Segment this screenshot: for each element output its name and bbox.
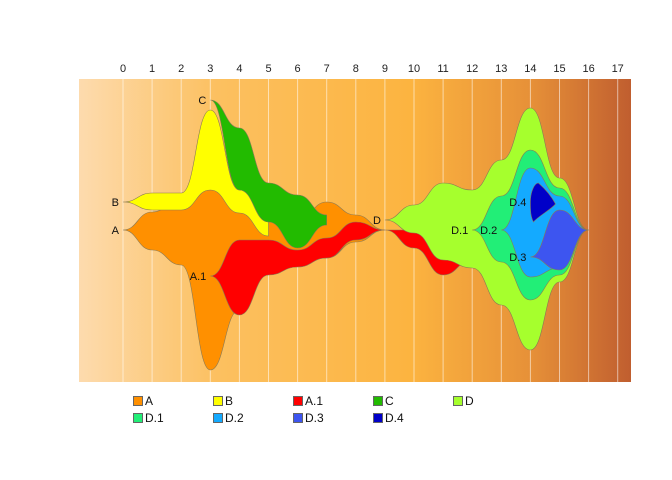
- legend-label: A: [145, 393, 154, 408]
- clone-labels: A B A.1 C D D.1 D.2 D.3 D.4: [112, 95, 527, 283]
- legend-swatch: [293, 412, 303, 423]
- x-tick-label: 6: [295, 63, 301, 75]
- x-tick-label: 7: [324, 63, 330, 75]
- x-tick-label: 13: [495, 63, 507, 75]
- legend-label: D.2: [225, 410, 244, 425]
- legend-swatch: [293, 395, 303, 406]
- x-tick-label: 8: [353, 63, 359, 75]
- x-tick-label: 17: [612, 63, 624, 75]
- legend-item: D.3: [293, 410, 373, 425]
- legend-swatch: [373, 395, 383, 406]
- legend-item: A: [133, 393, 213, 408]
- clone-label: C: [198, 95, 206, 107]
- legend-label: C: [385, 393, 394, 408]
- x-tick-label: 12: [466, 63, 478, 75]
- legend-item: D.2: [213, 410, 293, 425]
- x-tick-label: 1: [149, 63, 155, 75]
- clone-label: D.3: [509, 252, 526, 264]
- clone-label: D.1: [451, 225, 468, 237]
- x-axis-tick-labels: 0 1 2 3 4 5 6 7 8 9 10 11 12 13 14 15 16 17: [120, 63, 624, 75]
- legend-item: C: [373, 393, 453, 408]
- legend: A B A.1 C D D.1 D.2 D.3 D.4: [133, 393, 553, 425]
- legend-swatch: [373, 412, 383, 423]
- clone-label: D: [373, 215, 381, 227]
- clone-label: A.1: [190, 271, 207, 283]
- legend-label: D.4: [385, 410, 404, 425]
- legend-swatch: [453, 395, 463, 406]
- legend-swatch: [213, 412, 223, 423]
- legend-label: D.1: [145, 410, 164, 425]
- clone-label: D.2: [480, 225, 497, 237]
- clone-label: B: [112, 197, 119, 209]
- clone-label: D.4: [509, 197, 526, 209]
- legend-item: B: [213, 393, 293, 408]
- stream-d-4: [530, 182, 556, 223]
- clone-streams: [122, 99, 589, 371]
- legend-item: D.1: [133, 410, 213, 425]
- legend-item: A.1: [293, 393, 373, 408]
- legend-label: A.1: [305, 393, 324, 408]
- stream-d-3: [530, 209, 589, 271]
- clone-label: A: [112, 225, 120, 237]
- x-tick-label: 16: [582, 63, 594, 75]
- x-tick-label: 2: [178, 63, 184, 75]
- x-tick-label: 0: [120, 63, 126, 75]
- legend-swatch: [133, 412, 143, 423]
- legend-swatch: [133, 395, 143, 406]
- x-tick-label: 14: [524, 63, 536, 75]
- legend-swatch: [213, 395, 223, 406]
- x-tick-label: 3: [207, 63, 213, 75]
- legend-label: D: [465, 393, 474, 408]
- legend-item: D.4: [373, 410, 453, 425]
- x-tick-label: 9: [382, 63, 388, 75]
- x-tick-label: 10: [408, 63, 420, 75]
- legend-item: D: [453, 393, 533, 408]
- x-tick-label: 11: [437, 63, 448, 75]
- x-tick-label: 15: [553, 63, 565, 75]
- x-tick-label: 5: [265, 63, 271, 75]
- legend-label: D.3: [305, 410, 324, 425]
- legend-label: B: [225, 393, 234, 408]
- x-tick-label: 4: [236, 63, 242, 75]
